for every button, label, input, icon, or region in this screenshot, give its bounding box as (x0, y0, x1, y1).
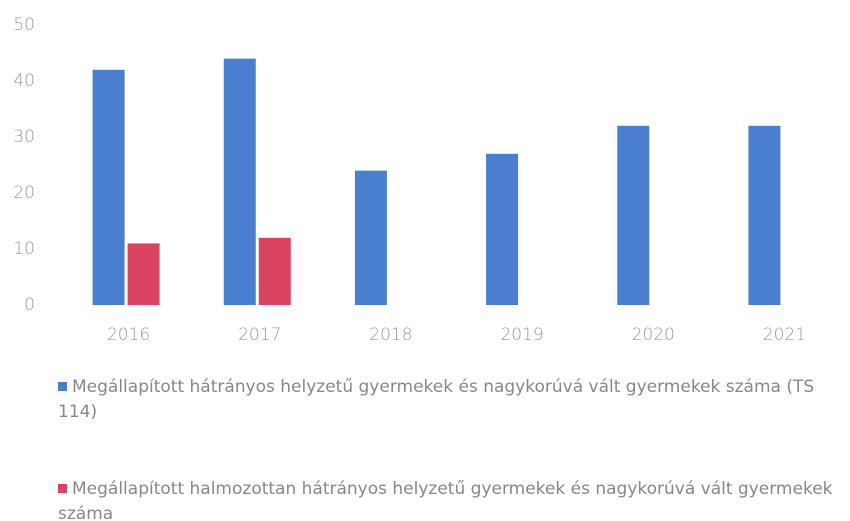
x-tick-label: 2021 (763, 325, 806, 345)
x-tick-label: 2017 (238, 325, 281, 345)
y-tick-label: 10 (13, 239, 35, 259)
bar (486, 153, 519, 305)
bar (258, 237, 291, 305)
y-tick-label: 30 (13, 127, 35, 147)
legend-label: Megállapított halmozottan hátrányos hely… (58, 479, 833, 521)
bar (127, 243, 160, 305)
bar (92, 69, 125, 305)
x-tick-label: 2019 (500, 325, 543, 345)
bar (617, 125, 650, 305)
x-tick-label: 2016 (107, 325, 150, 345)
x-tick-label: 2018 (369, 325, 412, 345)
bar (223, 58, 256, 305)
y-tick-label: 50 (13, 15, 35, 35)
y-tick-label: 0 (24, 295, 35, 315)
bar (748, 125, 781, 305)
legend-item: Megállapított hátrányos helyzetű gyermek… (58, 375, 848, 425)
bar (354, 170, 387, 305)
legend-swatch (58, 484, 67, 493)
legend-swatch (58, 382, 67, 391)
legend-label: Megállapított hátrányos helyzetű gyermek… (58, 377, 815, 422)
y-tick-label: 40 (13, 71, 35, 91)
chart: 0 10 20 30 40 50 2016 2017 2018 2019 2020 2021 (13, 15, 806, 345)
y-tick-label: 20 (13, 183, 35, 203)
x-tick-label: 2020 (632, 325, 675, 345)
legend-item: Megállapított halmozottan hátrányos hely… (58, 477, 848, 521)
